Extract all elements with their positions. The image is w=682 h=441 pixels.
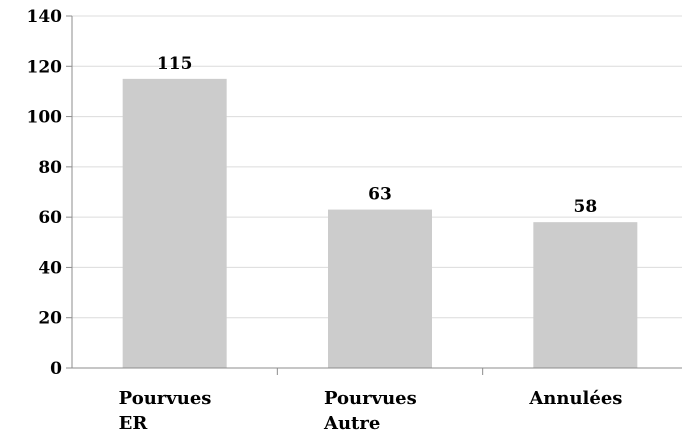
y-tick-label: 60 [38,208,62,228]
y-tick-label: 80 [38,158,62,178]
bars [122,78,638,368]
bar [122,78,227,368]
category-label: ER [119,413,149,434]
y-tick-label: 120 [27,57,63,77]
bar-data-label: 58 [573,197,597,217]
y-tick-label: 0 [50,359,62,379]
bar-data-label: 63 [368,185,392,205]
bar [328,209,432,368]
y-tick-label: 40 [38,258,62,278]
y-tick-label: 20 [38,309,62,329]
category-label: Pourvues [324,388,417,409]
y-tick-label: 140 [27,7,63,27]
y-tick-label: 100 [27,108,63,128]
axes [66,15,682,375]
category-label: Pourvues [119,388,212,409]
bar [533,222,638,368]
labels: 0 20 40 60 80 100 120 140 115 Pourvues ER 63 Pourvue… [27,7,623,434]
bar-data-label: 115 [157,54,193,74]
category-label: Autre [323,413,380,434]
category-label: Annulées [528,388,622,409]
